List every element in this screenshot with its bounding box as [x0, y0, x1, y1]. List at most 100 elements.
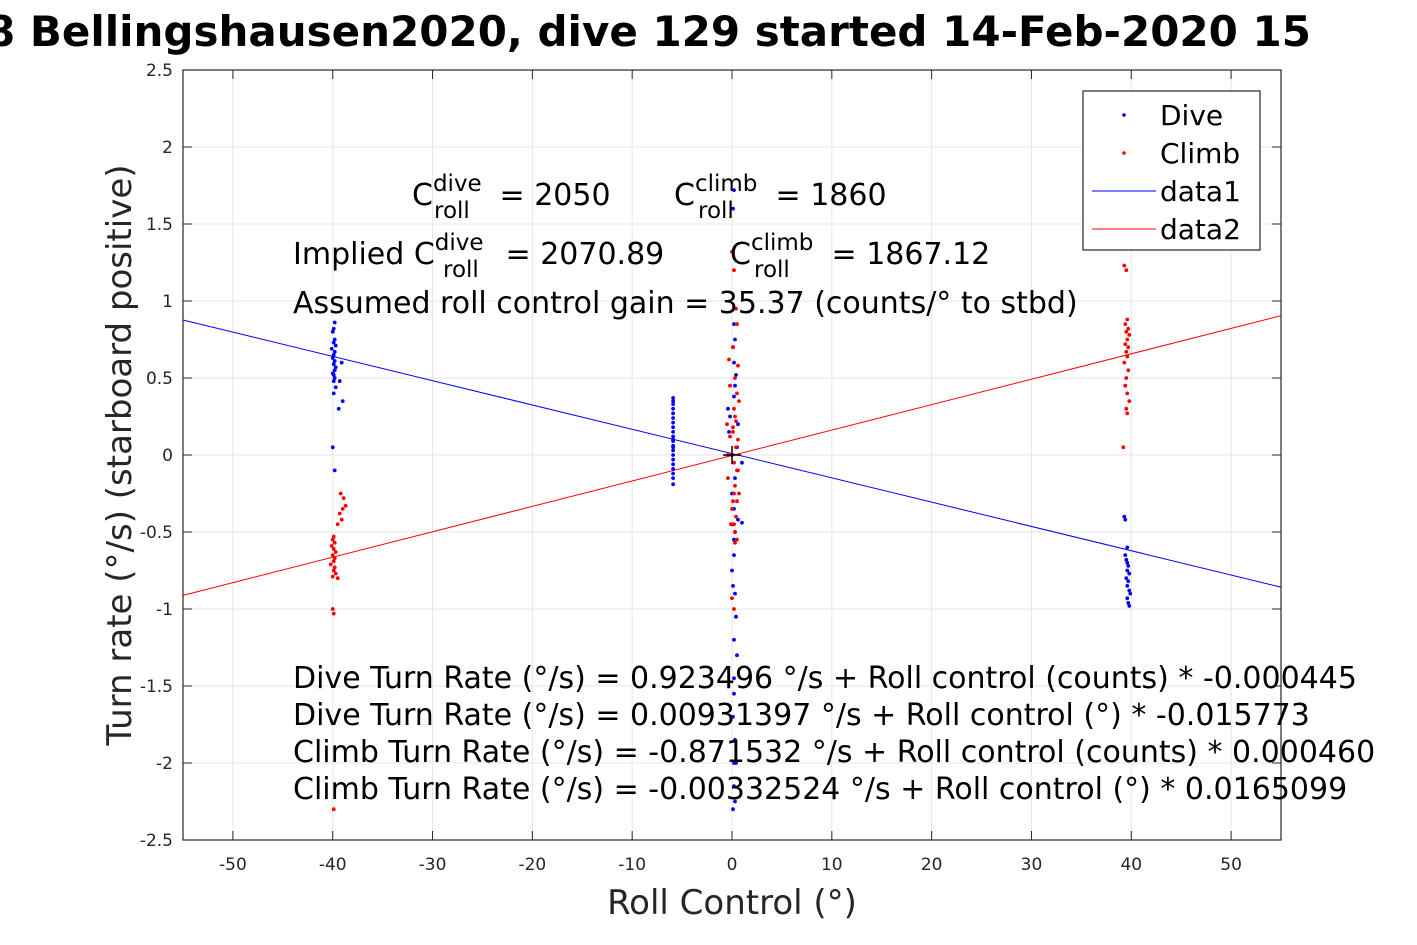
dive-point	[732, 691, 736, 696]
c-climb-label: Cclimb roll = 1860	[674, 171, 887, 224]
implied-climb-label: Cclimb roll = 1867.12	[730, 230, 990, 283]
legend-climb-marker	[1122, 151, 1126, 155]
annotations: Cdive roll = 2050 Cclimb roll = 1860 Impli…	[293, 171, 1375, 807]
ticks: -50 -40 -30 -20 -10 0 10 20 30 40 50 2.5 2 1.5 1 0.5 0 -0…	[140, 61, 1281, 875]
y-tick-label: -2.5	[140, 831, 173, 851]
dive-point	[731, 584, 735, 588]
dive-point	[332, 337, 337, 342]
climb-point	[1122, 360, 1127, 365]
climb-point	[1122, 263, 1127, 268]
dive-point	[740, 520, 744, 525]
climb-point	[734, 306, 738, 311]
legend-data1-label: data1	[1160, 175, 1241, 208]
chart-title: 8 Bellingshausen2020, dive 129 started 1…	[0, 7, 1311, 56]
climb-point	[732, 491, 736, 496]
dive-point	[671, 425, 676, 430]
dive-point	[733, 383, 737, 388]
dive-point	[736, 422, 740, 427]
climb-point	[1123, 383, 1128, 388]
dive-point	[1127, 604, 1132, 608]
climb-point	[331, 611, 336, 616]
climb-point	[733, 530, 737, 534]
x-tick-label: 0	[727, 855, 738, 875]
climb-point	[1127, 399, 1132, 403]
climb-point	[1124, 329, 1129, 334]
dive-point	[671, 466, 676, 471]
dive-point	[732, 637, 736, 642]
dive-point	[732, 676, 736, 681]
climb-point	[734, 419, 738, 424]
dive-point	[330, 329, 335, 334]
climb-point	[731, 499, 735, 504]
y-tick-label: 0	[162, 446, 173, 466]
climb-point	[343, 503, 348, 508]
dive-point	[671, 448, 676, 453]
dive-point	[734, 373, 738, 377]
dive-point	[733, 799, 737, 804]
dive-point	[330, 445, 335, 450]
dive-point	[730, 568, 734, 573]
dive-point	[731, 714, 735, 719]
eq-dive-counts: Dive Turn Rate (°/s) = 0.923496 °/s + Ro…	[293, 661, 1357, 696]
dive-point	[337, 379, 342, 383]
gain-label: Assumed roll control gain = 35.37 (count…	[293, 286, 1078, 321]
y-tick-label: -1	[156, 600, 173, 620]
legend-box	[1082, 90, 1261, 251]
dive-point	[727, 430, 731, 434]
y-tick-label: 2	[162, 138, 173, 158]
dive-point	[671, 416, 676, 420]
dive-point	[340, 399, 345, 403]
y-tick-label: -0.5	[140, 523, 173, 543]
climb-point	[733, 483, 737, 488]
legend-dive-label: Dive	[1160, 99, 1223, 132]
dive-point	[331, 379, 336, 383]
dive-point	[733, 476, 737, 480]
climb-point	[729, 522, 733, 527]
climb-point	[732, 460, 736, 465]
climb-point	[333, 571, 338, 576]
climb-point	[735, 322, 739, 326]
climb-point	[331, 807, 336, 812]
climb-point	[1127, 332, 1132, 337]
climb-point	[331, 547, 336, 551]
dive-point	[331, 391, 336, 396]
dive-point	[726, 406, 730, 411]
dive-point	[733, 337, 737, 342]
climb-point	[335, 522, 340, 527]
climb-point	[735, 537, 739, 542]
climb-point	[736, 437, 740, 442]
y-tick-label: -1.5	[140, 677, 173, 697]
dive-point	[736, 517, 740, 522]
climb-point	[338, 491, 343, 496]
eq-climb-counts: Climb Turn Rate (°/s) = -0.871532 °/s + …	[293, 735, 1375, 770]
climb-point	[1121, 445, 1126, 450]
climb-point	[732, 607, 736, 611]
climb-point	[1123, 322, 1128, 326]
dive-point	[339, 360, 344, 365]
climb-point	[736, 363, 740, 368]
climb-point	[330, 607, 335, 611]
climb-point	[733, 540, 737, 545]
dive-point	[336, 406, 341, 411]
dive-point	[671, 411, 676, 416]
climb-point	[330, 574, 335, 579]
dive-point	[671, 420, 676, 425]
climb-point	[730, 249, 734, 254]
dive-point	[1127, 571, 1132, 576]
dive-point	[333, 385, 338, 390]
climb-point	[726, 476, 730, 480]
climb-point	[332, 565, 337, 570]
climb-point	[331, 559, 336, 564]
climb-point	[337, 511, 342, 516]
y-tick-label: 1.5	[146, 215, 173, 235]
y-tick-label: 2.5	[146, 61, 173, 81]
dive-point	[332, 359, 337, 363]
dive-point	[1125, 584, 1130, 588]
climb-point	[340, 507, 345, 511]
data-layer	[182, 188, 1282, 812]
climb-point	[730, 507, 734, 511]
climb-point	[728, 434, 732, 439]
x-axis-label: Roll Control (°)	[607, 883, 857, 923]
climb-point	[1124, 376, 1129, 380]
dive-point	[735, 653, 739, 658]
